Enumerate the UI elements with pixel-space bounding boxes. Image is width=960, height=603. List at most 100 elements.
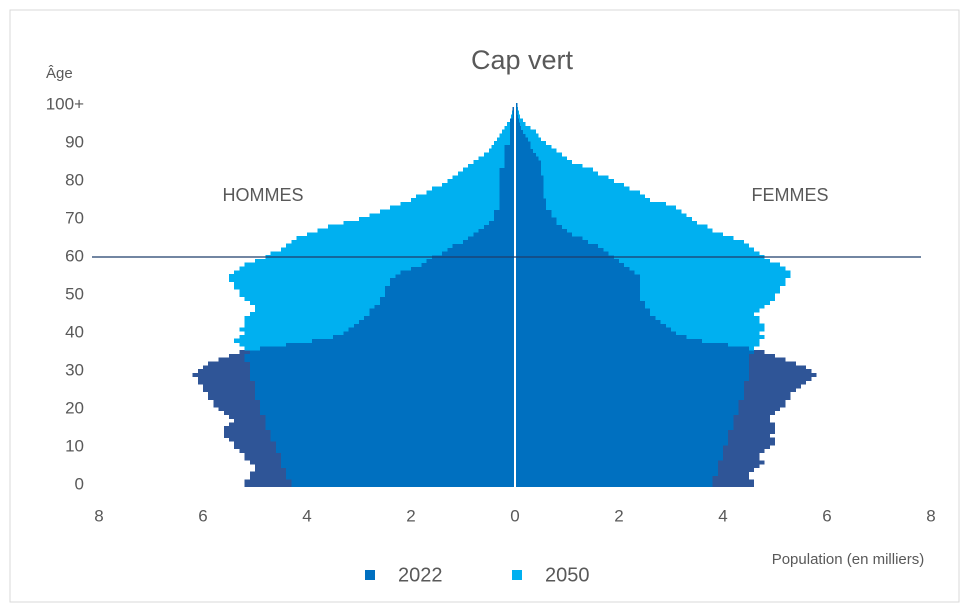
y-tick-label: 60: [65, 246, 84, 265]
bar-2050: [327, 224, 515, 229]
bar-overlap: [515, 456, 723, 461]
bar-2050: [515, 277, 786, 282]
bar-2050: [239, 289, 515, 294]
bar-overlap: [515, 213, 552, 218]
bar-overlap: [249, 350, 516, 355]
bar-overlap: [515, 422, 734, 427]
bar-overlap: [515, 323, 666, 328]
bar-overlap: [421, 262, 515, 267]
bar-2050: [515, 293, 775, 298]
bar-overlap: [463, 239, 515, 244]
bar-2050: [515, 274, 791, 279]
bar-overlap: [515, 315, 656, 320]
bar-overlap: [515, 125, 522, 130]
bar-2050: [473, 160, 515, 165]
bar-2050: [515, 224, 708, 229]
bar-overlap: [515, 338, 703, 343]
bar-overlap: [385, 285, 515, 290]
bar-overlap: [390, 281, 515, 286]
bar-2050: [515, 175, 609, 180]
bar-overlap: [255, 380, 515, 385]
bar-overlap: [286, 475, 515, 480]
bar-overlap: [260, 407, 515, 412]
bar-overlap: [275, 448, 515, 453]
bar-2050: [502, 129, 515, 134]
bar-overlap: [260, 346, 515, 351]
bar-overlap: [364, 315, 515, 320]
bar-overlap: [515, 467, 718, 472]
y-tick-label: 70: [65, 208, 84, 227]
bar-overlap: [343, 331, 515, 336]
legend-swatch: [512, 570, 522, 580]
bar-2050: [296, 236, 515, 241]
bar-overlap: [374, 304, 515, 309]
bar-overlap: [515, 464, 718, 469]
bar-overlap: [333, 334, 515, 339]
bar-2050: [468, 163, 515, 168]
x-tick-label: 8: [94, 506, 103, 525]
bar-overlap: [515, 407, 739, 412]
bar-2050: [270, 251, 515, 256]
bar-2050: [515, 129, 536, 134]
bar-overlap: [515, 395, 744, 400]
bar-overlap: [260, 399, 515, 404]
bar-overlap: [385, 293, 515, 298]
bar-2050: [478, 156, 515, 161]
bar-overlap: [249, 361, 516, 366]
bar-overlap: [515, 114, 519, 119]
bar-overlap: [515, 289, 640, 294]
bar-overlap: [468, 236, 515, 241]
bar-overlap: [499, 171, 515, 176]
bar-overlap: [515, 270, 635, 275]
bar-2050: [515, 160, 573, 165]
bar-2050: [379, 209, 515, 214]
bar-overlap: [473, 232, 515, 237]
bar-overlap: [515, 167, 541, 172]
bar-2050: [426, 190, 515, 195]
bar-overlap: [515, 460, 718, 465]
bar-overlap: [385, 289, 515, 294]
bar-overlap: [286, 467, 515, 472]
x-axis-label: Population (en milliers): [772, 551, 925, 568]
bar-overlap: [499, 182, 515, 187]
bar-overlap: [244, 357, 515, 362]
legend-swatch: [365, 570, 375, 580]
bar-overlap: [515, 285, 640, 290]
legend-label: 2022: [398, 564, 443, 586]
bar-overlap: [515, 179, 544, 184]
bar-overlap: [515, 327, 671, 332]
bar-overlap: [499, 190, 515, 195]
bar-overlap: [489, 220, 515, 225]
bar-overlap: [515, 479, 713, 484]
bar-overlap: [447, 247, 515, 252]
bar-overlap: [515, 429, 729, 434]
bar-overlap: [515, 414, 734, 419]
bar-overlap: [504, 152, 515, 157]
bar-2050: [229, 277, 515, 282]
bar-overlap: [515, 369, 749, 374]
bar-2050: [515, 239, 744, 244]
bar-overlap: [515, 300, 645, 305]
bar-overlap: [515, 342, 729, 347]
bar-overlap: [515, 312, 651, 317]
bar-overlap: [515, 331, 677, 336]
bar-overlap: [515, 403, 739, 408]
bar-2050: [291, 239, 515, 244]
bar-overlap: [515, 106, 518, 111]
bar-overlap: [504, 144, 515, 149]
bar-overlap: [281, 464, 515, 469]
bar-overlap: [515, 194, 544, 199]
bar-2050: [515, 171, 599, 176]
y-axis-label: Âge: [46, 65, 73, 82]
bar-overlap: [515, 209, 552, 214]
bar-overlap: [270, 437, 515, 442]
bar-overlap: [515, 160, 541, 165]
bar-2050: [515, 179, 614, 184]
bar-2050: [307, 232, 515, 237]
bar-2050: [515, 236, 734, 241]
bar-2050: [515, 205, 677, 210]
bar-overlap: [515, 122, 521, 127]
bar-overlap: [515, 156, 539, 161]
bar-overlap: [244, 353, 515, 358]
